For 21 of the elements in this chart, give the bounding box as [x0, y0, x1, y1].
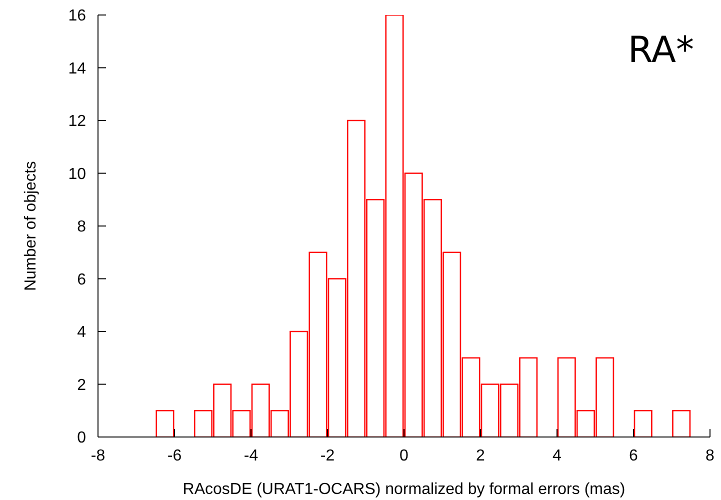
- x-tick-label: -4: [244, 447, 258, 464]
- y-tick-label: 10: [68, 166, 86, 183]
- y-tick-label: 14: [68, 60, 86, 78]
- y-tick-label: 0: [77, 430, 86, 447]
- y-tick-label: 16: [68, 8, 86, 25]
- annotation: RA*: [628, 30, 694, 71]
- y-tick-label: 4: [77, 324, 86, 342]
- x-tick-label: 6: [629, 447, 638, 464]
- x-tick-label: 8: [706, 447, 715, 464]
- y-tick-label: 12: [68, 113, 86, 130]
- y-axis-title: Number of objects: [22, 161, 40, 291]
- x-tick-label: 0: [400, 447, 409, 464]
- y-tick-label: 8: [77, 218, 86, 236]
- y-tick-label: 2: [77, 376, 86, 394]
- y-tick-label: 6: [77, 271, 86, 288]
- x-tick-label: -2: [320, 447, 335, 464]
- x-tick-label: 4: [552, 447, 562, 464]
- x-tick-label: -6: [167, 447, 182, 464]
- x-axis-title: RAcosDE (URAT1-OCARS) normalized by formal errors (mas): [182, 481, 626, 498]
- x-tick-label: -8: [90, 447, 106, 464]
- x-tick-label: 2: [476, 447, 486, 464]
